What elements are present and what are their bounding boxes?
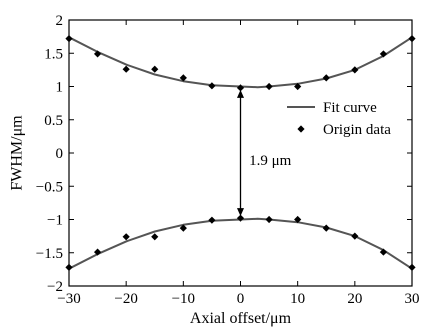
y-tick-label: 0.5 <box>44 113 63 129</box>
data-point <box>236 84 245 92</box>
fit-curves <box>68 36 413 270</box>
legend-label-fit-curve: Fit curve <box>323 100 377 116</box>
lower-fit-curve <box>68 217 413 270</box>
data-point <box>322 74 330 82</box>
y-tick-label: −2 <box>47 279 63 295</box>
data-point <box>93 248 102 256</box>
data-point <box>208 82 216 90</box>
data-point <box>294 82 302 91</box>
gap-annotation-label: 1.9 μm <box>249 153 292 169</box>
data-point <box>379 50 388 58</box>
annotation <box>237 89 244 217</box>
data-point <box>265 82 273 91</box>
y-tick-label: −1 <box>47 213 63 229</box>
data-point <box>265 215 273 224</box>
x-tick-label: −20 <box>114 291 137 307</box>
y-tick-label: −0.5 <box>36 179 63 195</box>
arrow-head-down <box>237 208 244 217</box>
legend: Fit curve Origin data <box>287 100 391 138</box>
x-axis-label: Axial offset/μm <box>190 310 292 327</box>
data-point <box>122 233 130 241</box>
x-tick-label: 0 <box>237 291 245 307</box>
data-point <box>408 263 416 271</box>
data-point <box>351 66 359 74</box>
axes: −30 −20 −10 0 10 20 30 −2 −1.5 −1 −0.5 0 0.5 1 1.5 2 <box>36 13 420 307</box>
y-tick-label: 1 <box>56 80 64 96</box>
legend-label-origin-data: Origin data <box>323 122 391 138</box>
data-point <box>208 216 216 224</box>
data-point <box>179 224 187 232</box>
y-axis-label: FWHM/μm <box>9 115 26 191</box>
y-tick-label: 2 <box>56 13 64 29</box>
data-point <box>122 65 130 73</box>
data-point <box>408 35 416 43</box>
x-tick-label: 10 <box>290 291 305 307</box>
x-tick-label: −10 <box>172 291 195 307</box>
data-point <box>151 233 159 241</box>
upper-fit-curve <box>68 36 413 89</box>
data-point <box>179 74 187 82</box>
x-tick-label: 20 <box>347 291 362 307</box>
arrow-head-up <box>237 89 244 98</box>
data-point <box>351 232 359 240</box>
data-point <box>322 224 330 232</box>
y-tick-label: −1.5 <box>36 246 63 262</box>
x-tick-label: −30 <box>57 291 80 307</box>
data-point <box>294 215 302 224</box>
data-point <box>379 248 388 256</box>
y-tick-label: 1.5 <box>44 46 63 62</box>
data-point <box>65 263 73 271</box>
data-point <box>65 35 73 43</box>
data-markers <box>65 35 416 271</box>
y-tick-label: 0 <box>56 146 64 162</box>
data-point <box>151 65 159 73</box>
data-point <box>93 50 102 58</box>
data-point <box>236 214 245 222</box>
x-tick-label: 30 <box>405 291 420 307</box>
legend-marker-swatch <box>297 125 305 133</box>
